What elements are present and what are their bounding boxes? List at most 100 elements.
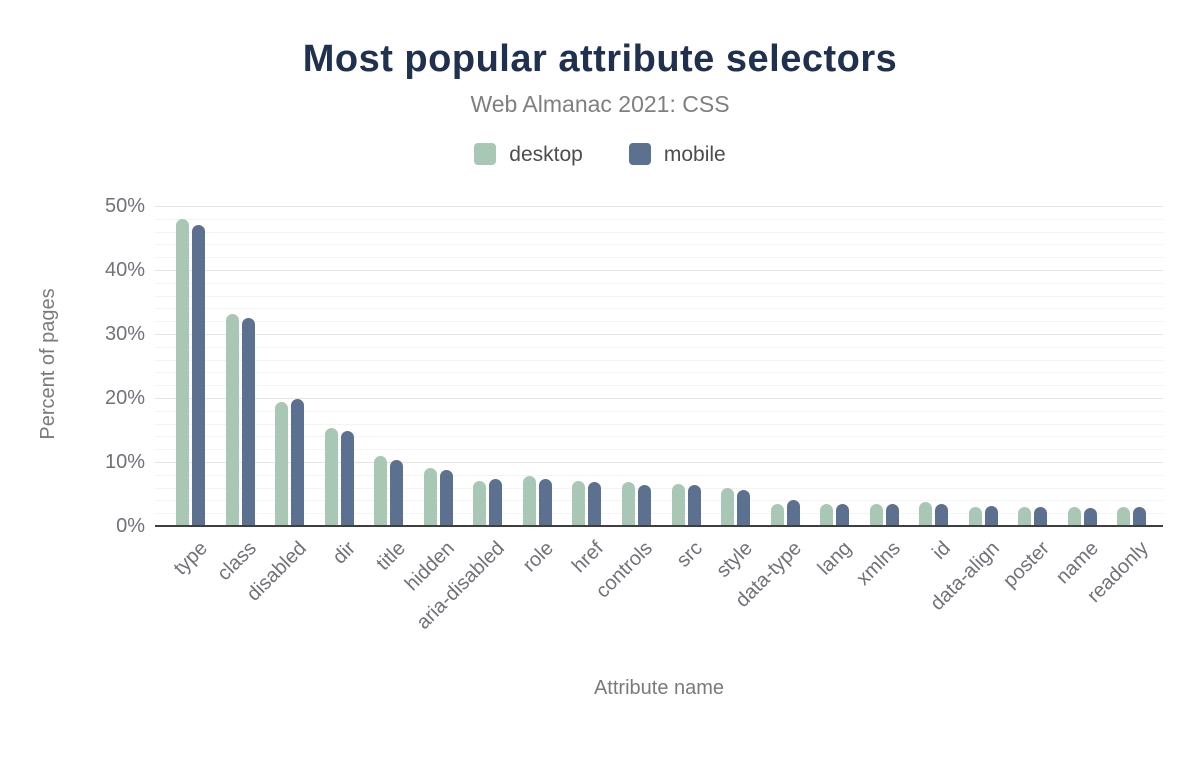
major-gridline (155, 462, 1163, 463)
bar-mobile-lang (836, 504, 850, 526)
bar-mobile-readonly (1133, 506, 1147, 526)
major-gridline (155, 398, 1163, 399)
bar-mobile-id (935, 504, 949, 526)
bar-group-role (522, 476, 552, 526)
bar-mobile-xmlns (885, 503, 899, 526)
bar-group-hidden (423, 468, 453, 526)
bar-group-name (1067, 506, 1097, 526)
bar-desktop-name (1067, 506, 1081, 526)
bar-desktop-title (374, 455, 388, 526)
bar-group-xmlns (869, 503, 899, 526)
major-gridline (155, 270, 1163, 271)
chart-title: Most popular attribute selectors (302, 38, 898, 80)
minor-gridline (155, 423, 1163, 425)
minor-gridline (155, 436, 1163, 438)
bar-desktop-disabled (275, 401, 289, 526)
minor-gridline (155, 385, 1163, 387)
minor-gridline (155, 282, 1163, 284)
bar-group-class (225, 314, 255, 526)
x-axis-title: Attribute name (593, 677, 725, 699)
minor-gridline (155, 295, 1163, 297)
mobile-legend-label: mobile (663, 142, 726, 166)
minor-gridline (155, 500, 1163, 502)
chart-area: Percent of pages Attribute name 0% 10% 20%… (37, 195, 1163, 699)
bar-mobile-dir (340, 430, 354, 526)
desktop-legend-label: desktop (509, 142, 583, 166)
bar-desktop-aria-disabled (473, 480, 487, 526)
legend-item-desktop: desktop (474, 143, 583, 165)
bar-desktop-hidden (423, 468, 437, 526)
minor-gridline (155, 244, 1163, 246)
bar-mobile-src (687, 485, 701, 526)
bar-desktop-type (176, 218, 189, 526)
bar-group-lang (820, 503, 850, 526)
bar-group-readonly (1117, 506, 1147, 526)
bar-desktop-data-align (968, 507, 982, 526)
bar-mobile-disabled (291, 398, 305, 526)
bar-group-href (572, 480, 602, 526)
bar-desktop-poster (1018, 507, 1032, 526)
bar-group-data-type (770, 499, 800, 526)
bar-desktop-src (671, 483, 685, 526)
minor-gridline (155, 359, 1163, 361)
minor-gridline (155, 513, 1163, 515)
bar-group-disabled (275, 398, 305, 526)
bar-mobile-href (588, 482, 602, 526)
minor-gridline (155, 487, 1163, 489)
y-tick-label: 0% (116, 515, 145, 537)
legend-item-mobile: mobile (628, 142, 726, 166)
bar-group-poster (1018, 507, 1048, 526)
bar-group-controls (621, 482, 651, 526)
bar-desktop-lang (820, 503, 834, 526)
mobile-legend-swatch (628, 143, 651, 165)
minor-gridline (155, 449, 1163, 451)
bar-mobile-aria-disabled (489, 479, 503, 526)
bar-desktop-href (572, 480, 586, 526)
major-gridline (155, 206, 1163, 207)
minor-gridline (155, 257, 1163, 259)
bar-group-src (671, 483, 701, 526)
major-gridline (155, 334, 1163, 335)
chart-subtitle: Web Almanac 2021: CSS (470, 91, 730, 117)
bar-group-dir (324, 428, 354, 526)
bar-desktop-class (225, 314, 239, 526)
minor-gridline (155, 231, 1163, 233)
y-tick-label: 10% (104, 451, 145, 473)
bar-group-type (176, 218, 205, 526)
y-tick-label: 30% (104, 323, 145, 345)
minor-gridline (155, 474, 1163, 476)
bar-desktop-role (522, 476, 536, 526)
bar-mobile-data-type (786, 499, 800, 526)
x-axis-line (155, 525, 1163, 527)
y-axis-title: Percent of pages (37, 288, 59, 440)
bar-desktop-xmlns (869, 504, 883, 526)
bar-mobile-name (1083, 508, 1097, 526)
y-tick-label: 50% (104, 195, 145, 217)
minor-gridline (155, 346, 1163, 348)
bar-group-title (374, 455, 404, 526)
bar-mobile-role (538, 479, 552, 526)
bar-mobile-class (241, 318, 255, 526)
minor-gridline (155, 372, 1163, 374)
y-tick-label: 20% (104, 387, 145, 409)
minor-gridline (155, 308, 1163, 310)
bar-mobile-type (192, 225, 205, 526)
bar-group-style (721, 488, 751, 526)
bar-group-id (919, 501, 949, 526)
y-tick-label: 40% (104, 259, 145, 281)
bar-desktop-style (721, 488, 735, 526)
bar-desktop-controls (621, 482, 635, 526)
bar-desktop-data-type (770, 504, 784, 526)
bar-desktop-dir (324, 428, 338, 526)
minor-gridline (155, 218, 1163, 220)
bar-mobile-title (390, 460, 404, 526)
bar-desktop-id (919, 501, 933, 526)
desktop-legend-swatch (474, 143, 497, 165)
minor-gridline (155, 410, 1163, 412)
minor-gridline (155, 321, 1163, 323)
legend: desktop mobile (0, 143, 1200, 165)
bar-group-aria-disabled (473, 479, 503, 526)
bar-mobile-data-align (984, 506, 998, 526)
bar-mobile-hidden (439, 470, 453, 526)
bar-mobile-poster (1034, 507, 1048, 526)
